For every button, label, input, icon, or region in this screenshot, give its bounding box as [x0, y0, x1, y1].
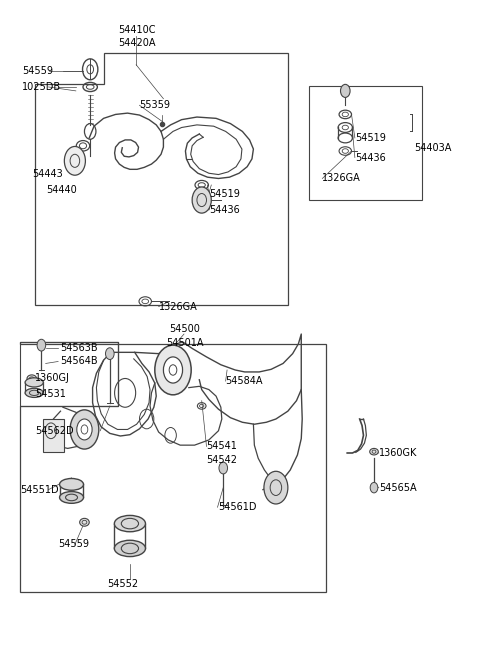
Circle shape: [37, 339, 46, 351]
Ellipse shape: [114, 515, 145, 532]
Text: 54565A: 54565A: [379, 483, 417, 493]
Circle shape: [264, 472, 288, 504]
Ellipse shape: [25, 378, 43, 387]
Ellipse shape: [80, 518, 89, 526]
Ellipse shape: [25, 388, 43, 398]
Text: 54559: 54559: [22, 66, 53, 76]
Text: 54443: 54443: [32, 169, 62, 179]
Circle shape: [155, 345, 191, 395]
Text: 54531: 54531: [35, 389, 66, 399]
Text: 54519: 54519: [209, 189, 240, 198]
Circle shape: [64, 147, 85, 175]
Ellipse shape: [27, 375, 36, 382]
Text: 54436: 54436: [355, 153, 385, 162]
Text: 1360GJ: 1360GJ: [35, 373, 70, 383]
Text: 54551D: 54551D: [20, 485, 59, 495]
Text: 54501A: 54501A: [166, 337, 204, 348]
Text: 54410C: 54410C: [119, 25, 156, 35]
Text: 54436: 54436: [209, 205, 240, 215]
Circle shape: [163, 357, 182, 383]
Text: 1025DB: 1025DB: [22, 82, 61, 92]
Ellipse shape: [60, 479, 84, 490]
Text: 1326GA: 1326GA: [323, 174, 361, 183]
Ellipse shape: [60, 491, 84, 503]
Text: 54500: 54500: [169, 324, 200, 335]
Text: 54542: 54542: [206, 455, 238, 464]
Circle shape: [192, 187, 211, 213]
Circle shape: [77, 419, 92, 440]
Circle shape: [340, 84, 350, 98]
Text: 54420A: 54420A: [119, 38, 156, 48]
Ellipse shape: [114, 540, 145, 557]
Text: 1360GK: 1360GK: [379, 448, 417, 458]
Text: 54561D: 54561D: [218, 502, 257, 512]
Text: 54559: 54559: [58, 540, 89, 550]
Text: 54564B: 54564B: [60, 356, 98, 367]
Circle shape: [106, 348, 114, 360]
Ellipse shape: [370, 449, 378, 455]
Text: 54552: 54552: [107, 579, 138, 589]
Circle shape: [70, 410, 99, 449]
Text: 54541: 54541: [206, 441, 238, 451]
Text: 54584A: 54584A: [226, 376, 263, 386]
Text: 54562D: 54562D: [35, 426, 74, 436]
Text: 54519: 54519: [355, 133, 386, 143]
Circle shape: [370, 482, 378, 493]
Circle shape: [219, 462, 228, 474]
Text: 54563B: 54563B: [60, 343, 98, 354]
Text: 54403A: 54403A: [414, 143, 451, 153]
Text: 54440: 54440: [46, 185, 77, 195]
Polygon shape: [43, 419, 64, 452]
Text: 1326GA: 1326GA: [158, 301, 197, 312]
Text: 55359: 55359: [140, 100, 170, 110]
